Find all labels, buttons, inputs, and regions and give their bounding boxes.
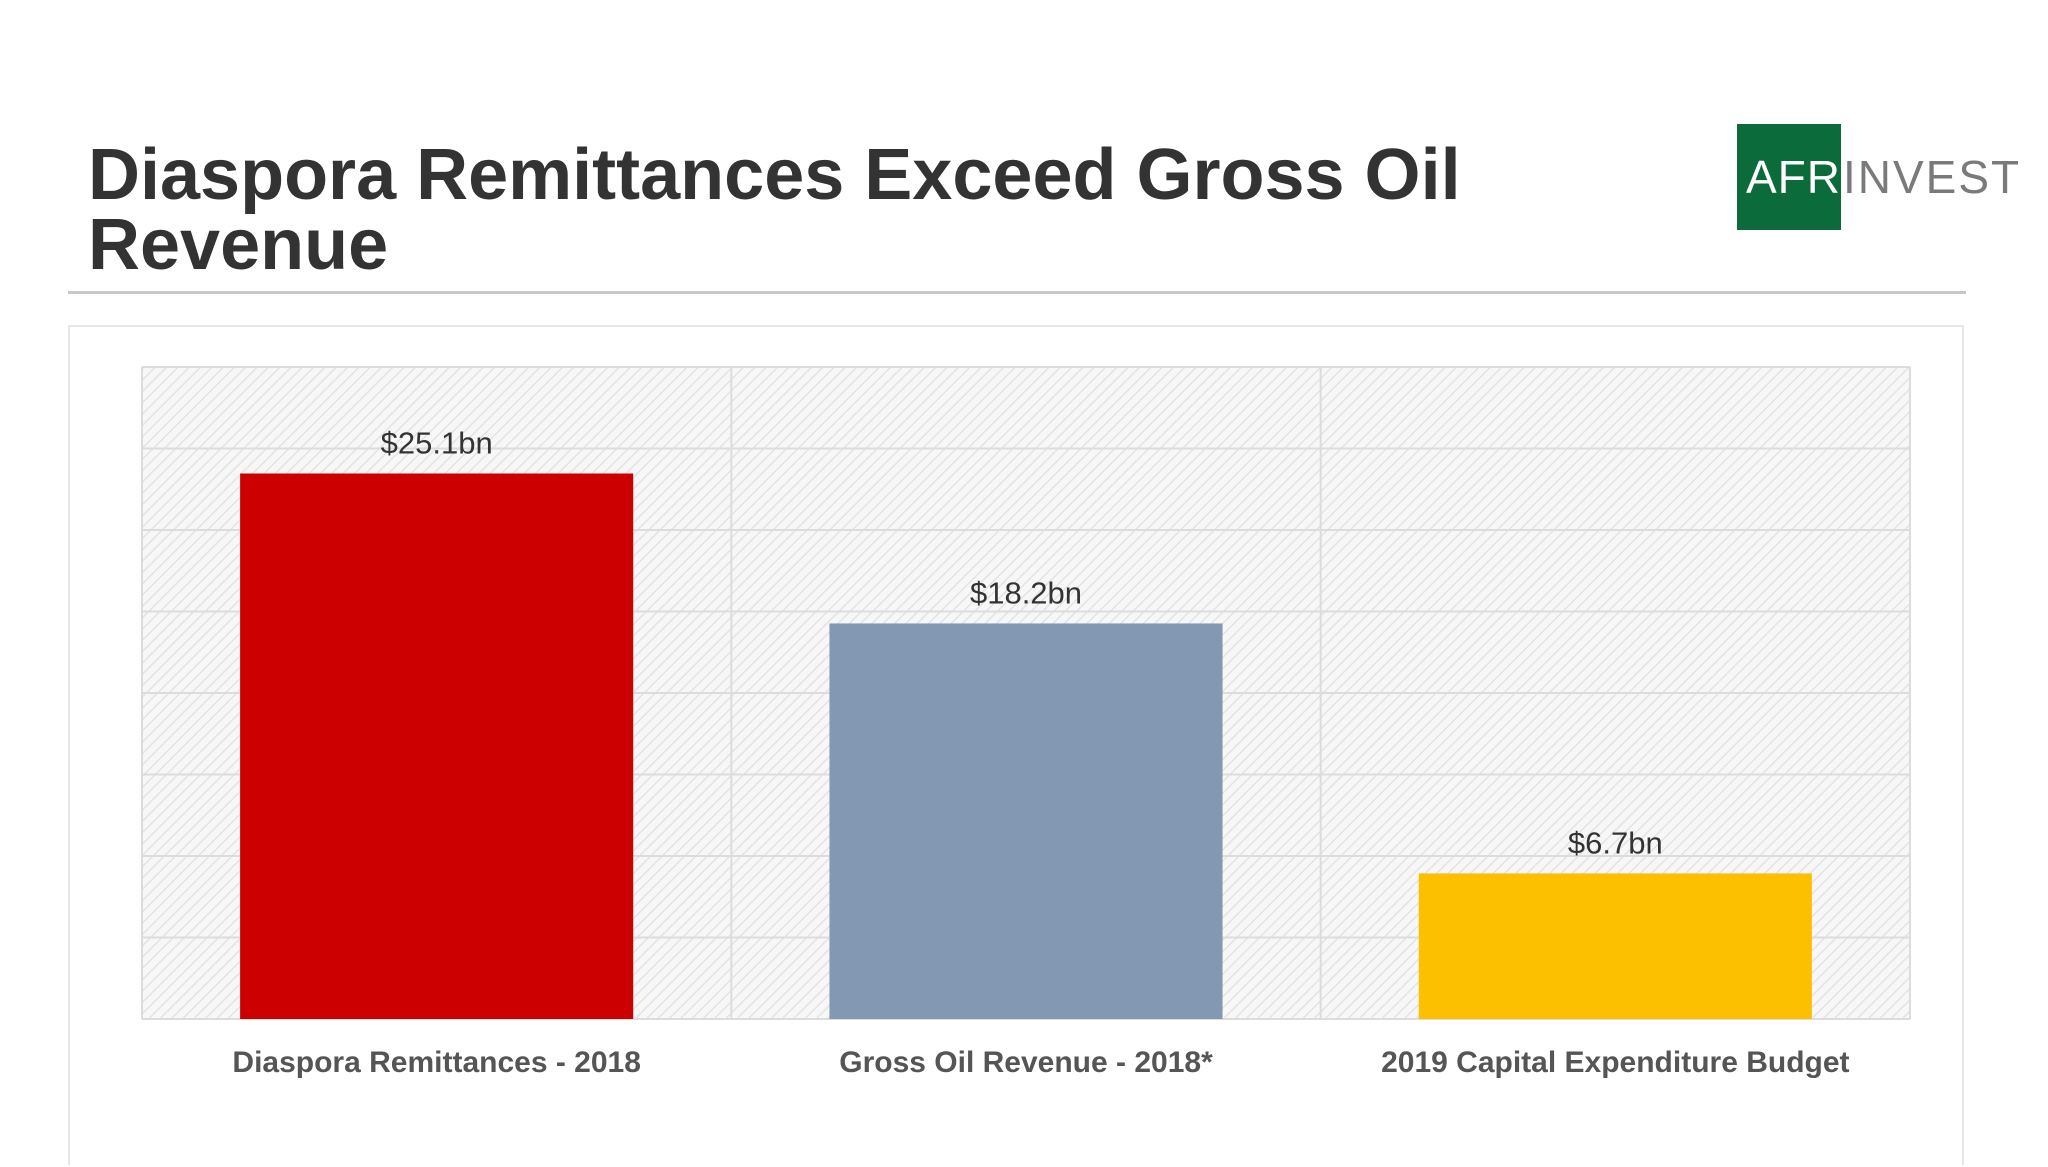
logo-mark: AFR [1737,124,1841,230]
title-divider [68,291,1966,294]
data-label: $18.2bn [970,575,1082,610]
bar [240,473,634,1019]
page-title: Diaspora Remittances Exceed Gross Oil Re… [88,135,1461,285]
bar [829,623,1223,1019]
x-tick-label: 2019 Capital Expenditure Budget [1381,1046,1849,1079]
afrinvest-logo: AFR INVEST [1737,124,2021,230]
x-tick-label: Gross Oil Revenue - 2018* [839,1046,1213,1079]
data-label: $6.7bn [1568,825,1663,860]
bar [1418,873,1812,1019]
x-tick-label: Diaspora Remittances - 2018 [232,1046,641,1079]
bar-chart: $25.1bn Diaspora Remittances - 2018 $18.2b… [141,366,1911,1079]
data-label: $25.1bn [381,425,493,460]
chart-panel: $25.1bn Diaspora Remittances - 2018 $18.2b… [68,325,1964,1165]
logo-wordmark: INVEST [1843,151,2022,203]
